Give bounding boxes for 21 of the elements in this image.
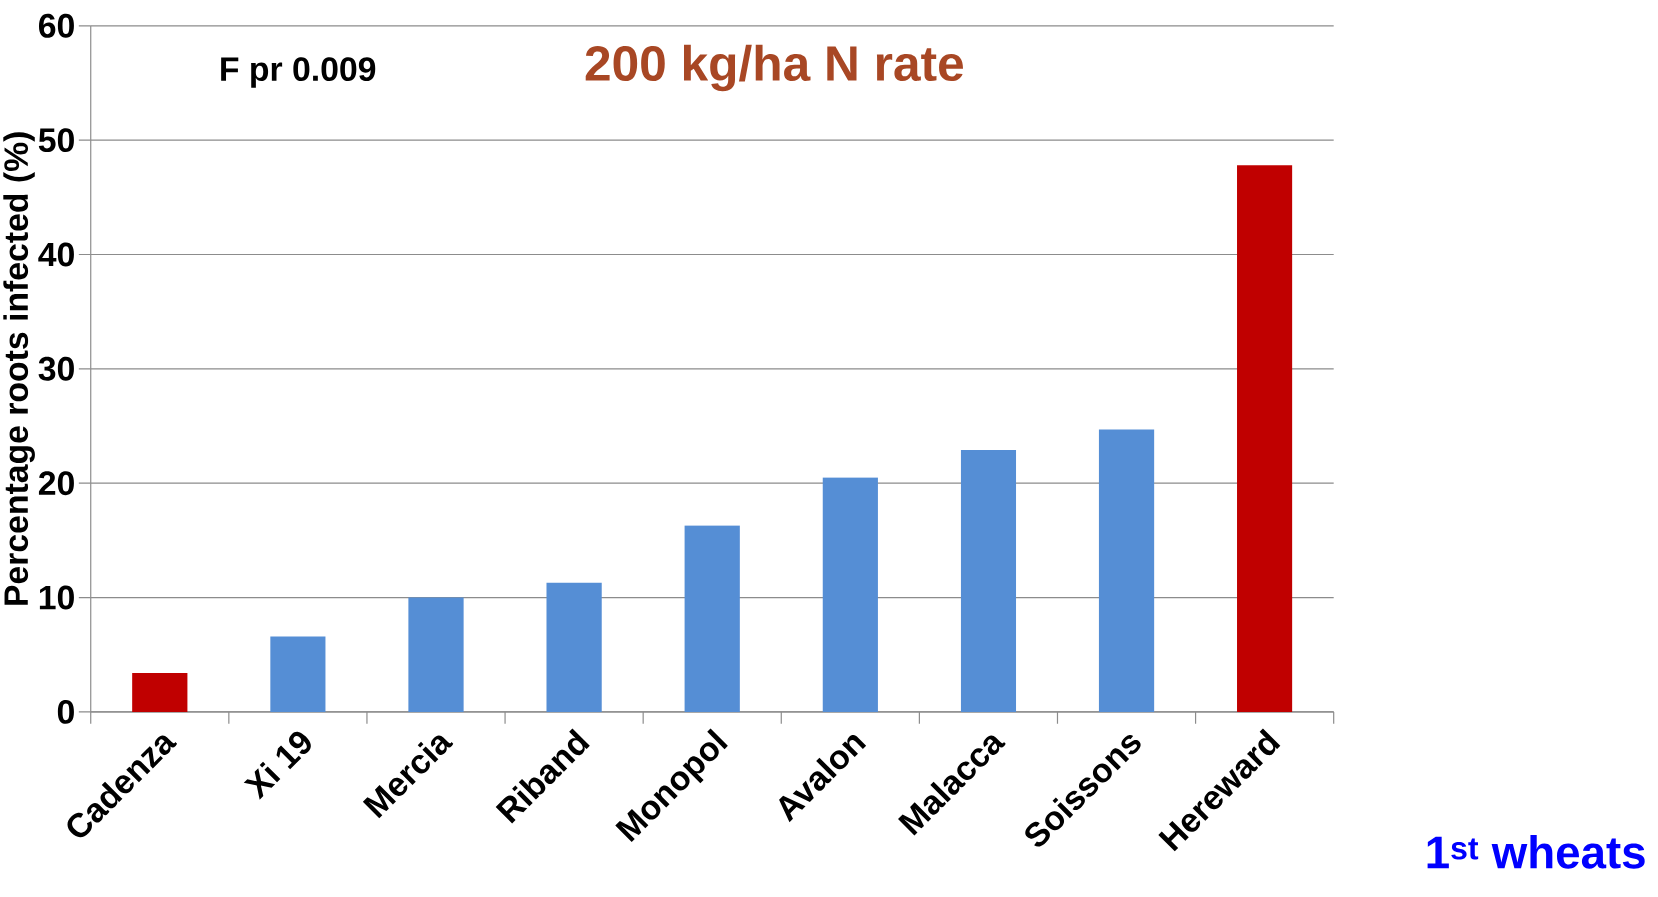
bar [684, 525, 740, 713]
annotation: F pr 0.009 [221, 57, 376, 88]
bar [822, 477, 878, 713]
y-tick-label: 20 [38, 471, 74, 496]
y-tick-label: 50 [38, 128, 74, 153]
chart-title: 200 kg/ha N rate [585, 44, 963, 92]
y-tick-label: 60 [39, 14, 74, 38]
text: 1$^{st}$ wheats [1427, 835, 1645, 869]
y-tick-label: 0 [57, 700, 74, 725]
x-tick-label: Xi 19 [243, 732, 311, 800]
y-tick-label: 30 [38, 357, 74, 382]
bar [270, 636, 326, 713]
bar [408, 597, 464, 713]
bar [1237, 165, 1293, 713]
y-axis-title: Percentage roots infected (%) [3, 132, 35, 606]
y-tick-label: 10 [39, 585, 74, 610]
bar [1098, 429, 1155, 713]
bar [546, 582, 602, 713]
bar [132, 673, 188, 713]
y-tick-label: 40 [38, 242, 74, 267]
bar [960, 450, 1017, 713]
